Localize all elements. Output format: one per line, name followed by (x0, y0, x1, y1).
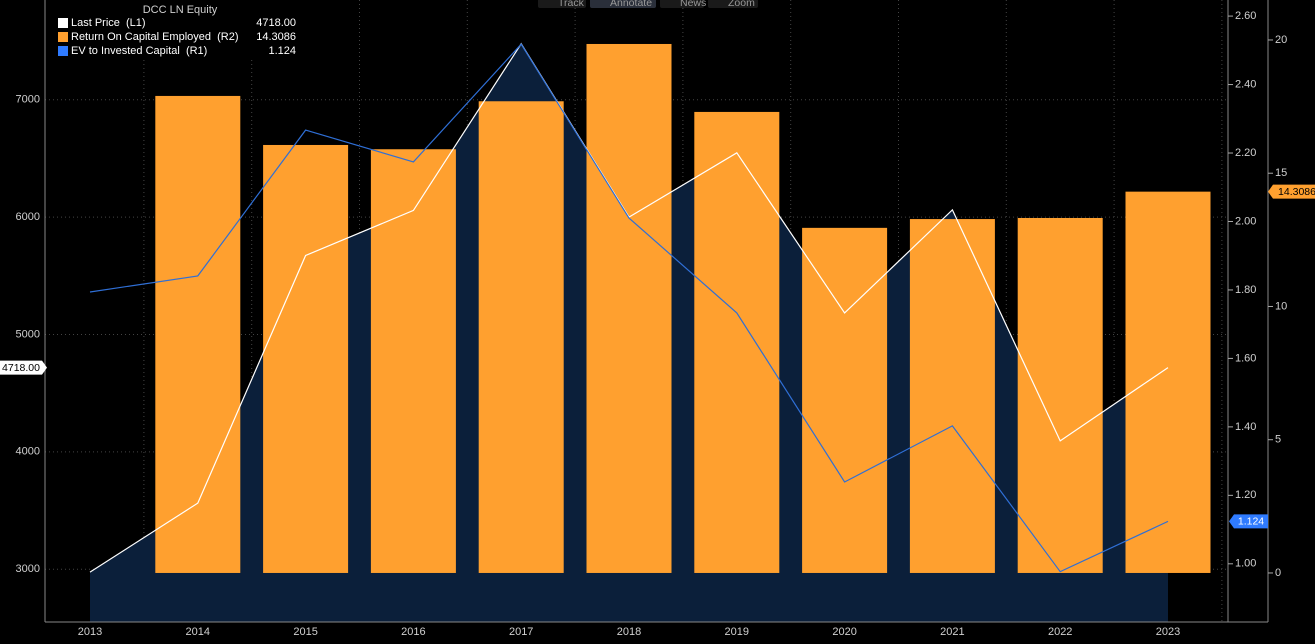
x-tick-label: 2016 (401, 626, 425, 638)
legend-label: Last Price (L1) (71, 17, 146, 29)
legend-value: 4718.00 (256, 17, 296, 29)
value-tag-label: 14.3086 (1278, 186, 1315, 198)
toolbar-button[interactable] (660, 0, 704, 8)
line (89, 43, 1169, 573)
bar (802, 227, 888, 573)
y-tick-label: 3000 (16, 563, 40, 575)
legend-label: EV to Invested Capital (R1) (71, 45, 207, 57)
y2-tick-label: 2.40 (1235, 78, 1256, 90)
x-tick-label: 2015 (293, 626, 317, 638)
legend-swatch (58, 32, 68, 42)
bar (155, 95, 241, 573)
legend-swatch (58, 18, 68, 28)
toolbar-label: Annotate (610, 0, 652, 9)
y3-tick-label: 10 (1275, 300, 1287, 312)
x-tick-label: 2021 (940, 626, 964, 638)
legend-label: Return On Capital Employed (R2) (71, 31, 239, 43)
legend-swatch (58, 46, 68, 56)
y2-tick-label: 1.60 (1235, 352, 1256, 364)
y2-tick-label: 1.80 (1235, 284, 1256, 296)
x-tick-label: 2022 (1048, 626, 1072, 638)
y2-tick-label: 2.60 (1235, 10, 1256, 22)
y3-tick-label: 0 (1275, 567, 1281, 579)
value-tag (0, 360, 47, 375)
bar (370, 149, 456, 573)
legend-value: 14.3086 (256, 31, 296, 43)
legend-title: DCC LN Equity (143, 4, 218, 16)
y2-tick-label: 1.20 (1235, 489, 1256, 501)
bar (1017, 217, 1103, 573)
y2-tick-label: 2.00 (1235, 215, 1256, 227)
y-tick-label: 7000 (16, 94, 40, 106)
x-tick-label: 2017 (509, 626, 533, 638)
legend-value: 1.124 (268, 45, 296, 57)
bar (694, 111, 780, 573)
bar (263, 144, 349, 573)
toolbar-button[interactable] (590, 0, 656, 8)
toolbar-button[interactable] (538, 0, 586, 8)
y-tick-label: 6000 (16, 211, 40, 223)
value-tag-label: 4718.00 (2, 362, 40, 374)
y3-tick-label: 20 (1275, 34, 1287, 46)
value-tag (1229, 514, 1268, 529)
y-tick-label: 5000 (16, 328, 40, 340)
x-tick-label: 2018 (617, 626, 641, 638)
y3-tick-label: 15 (1275, 167, 1287, 179)
x-tick-label: 2020 (832, 626, 856, 638)
value-tag-label: 1.124 (1238, 516, 1264, 528)
y2-tick-label: 1.40 (1235, 421, 1256, 433)
value-tag (1268, 184, 1315, 199)
x-tick-label: 2019 (725, 626, 749, 638)
y2-tick-label: 2.20 (1235, 147, 1256, 159)
y3-tick-label: 5 (1275, 434, 1281, 446)
y-tick-label: 4000 (16, 446, 40, 458)
x-tick-label: 2013 (78, 626, 102, 638)
bar (1125, 191, 1211, 573)
x-tick-label: 2023 (1156, 626, 1180, 638)
bar (586, 43, 672, 573)
y2-tick-label: 1.00 (1235, 558, 1256, 570)
bar (909, 219, 995, 573)
legend-box (52, 0, 308, 60)
toolbar-label: Zoom (728, 0, 755, 9)
x-tick-label: 2014 (186, 626, 210, 638)
bar (478, 101, 564, 573)
toolbar-button[interactable] (708, 0, 758, 8)
toolbar-label: News (680, 0, 706, 9)
toolbar-label: Track (558, 0, 585, 9)
